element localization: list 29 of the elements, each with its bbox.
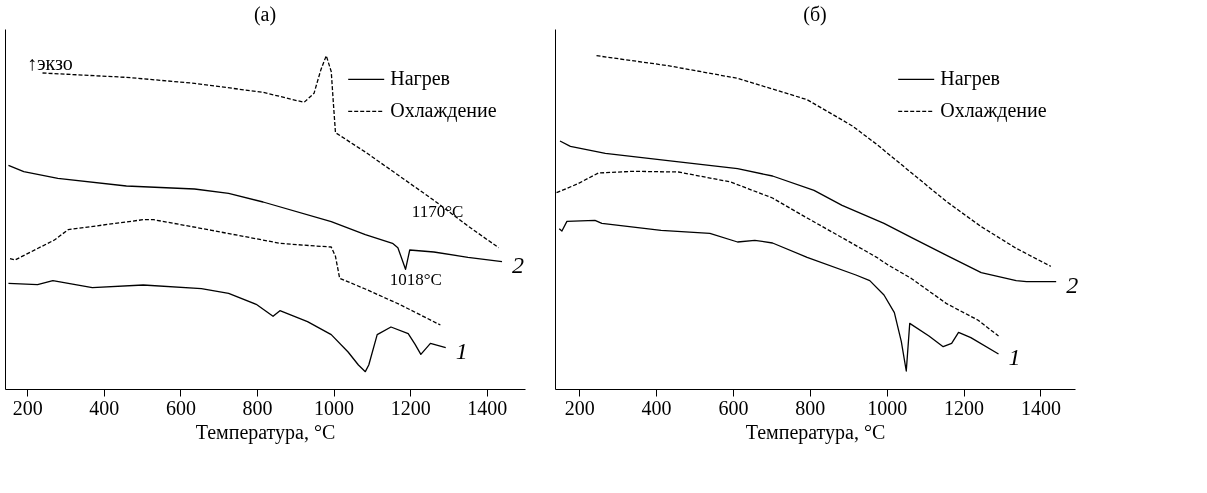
x-tick-label: 400 [641,396,672,419]
x-tick-label: 1200 [390,396,431,419]
legend-label: Нагрев [940,67,1001,91]
y-axis-title: ↑экзо [27,52,73,74]
x-tick-label: 1400 [467,396,508,419]
x-tick-label: 1000 [314,396,355,419]
x-tick-label: 800 [795,396,826,419]
x-tick-label: 1000 [867,396,908,419]
x-axis-title: Температура, °C [195,420,336,444]
x-tick-label: 800 [242,396,273,419]
x-tick-label: 1400 [1020,396,1061,419]
legend-label: Охлаждение [390,99,497,123]
x-tick-label: 200 [12,396,43,419]
annotation: 1 [1008,344,1021,370]
annotation: 2 [1066,271,1079,298]
chart-title: (а) [253,3,277,26]
x-tick-label: 1200 [944,396,985,419]
annotation: 1018°C [389,270,442,290]
x-tick-label: 600 [718,396,749,419]
x-tick-label: 400 [89,396,120,419]
legend-label: Охлаждение [940,99,1047,123]
x-axis-title: Температура, °C [745,420,886,444]
legend-label: Нагрев [390,67,451,91]
x-tick-label: 200 [564,396,595,419]
x-tick-label: 600 [165,396,196,419]
annotation: 2 [512,251,525,278]
chart-title: (б) [803,3,827,26]
annotation: 1 [455,337,468,364]
annotation: 1170°C [411,201,464,221]
